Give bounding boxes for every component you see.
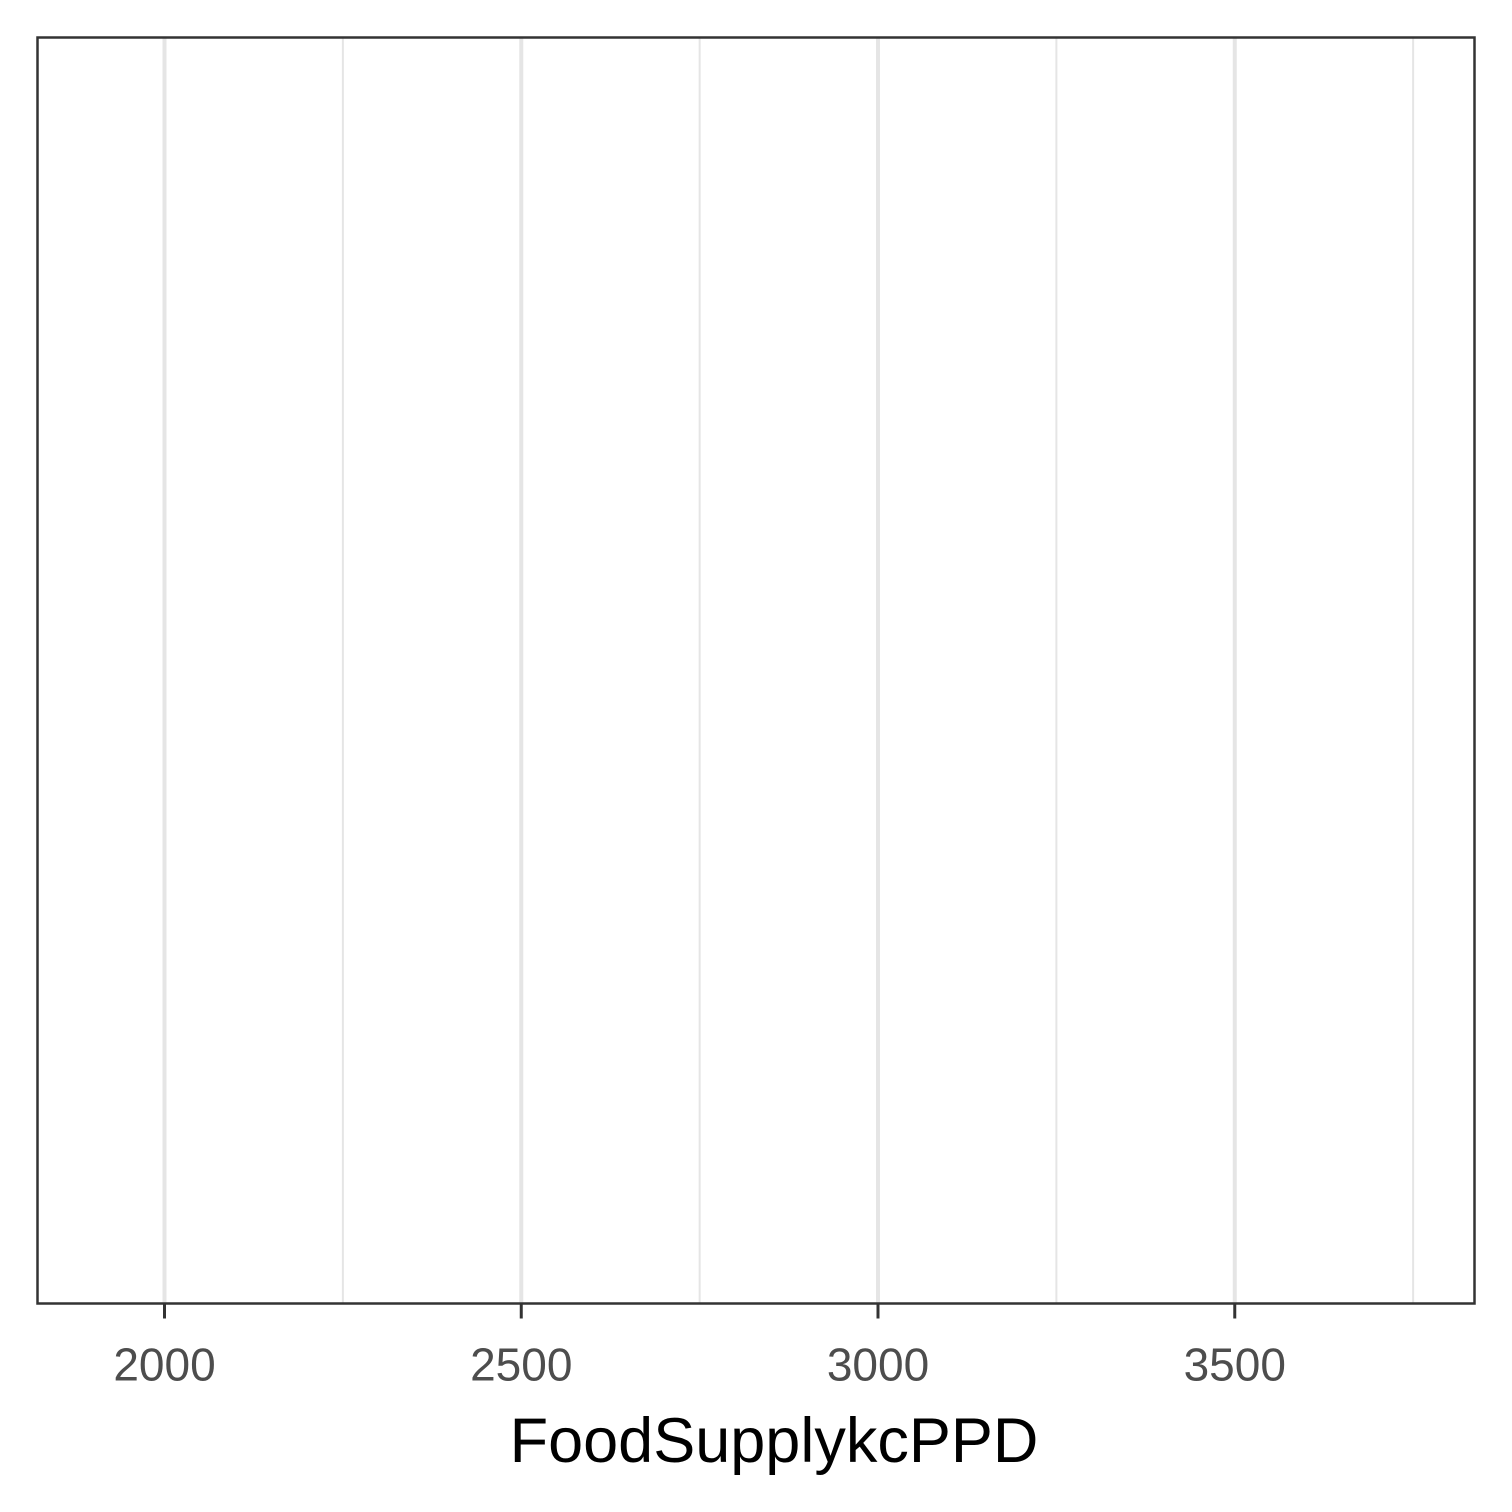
x-axis-title: FoodSupplykcPPD (510, 1406, 1039, 1476)
x-tick-label: 2000 (113, 1339, 215, 1391)
gridlines (162, 37, 1415, 1304)
x-tick-label: 3000 (827, 1339, 929, 1391)
plot-panel-border (36, 36, 1476, 1305)
x-tick-label: 3500 (1184, 1339, 1286, 1391)
x-axis-ticks: 2000 2500 3000 3500 (113, 1303, 1286, 1391)
x-tick-label: 2500 (470, 1339, 572, 1391)
